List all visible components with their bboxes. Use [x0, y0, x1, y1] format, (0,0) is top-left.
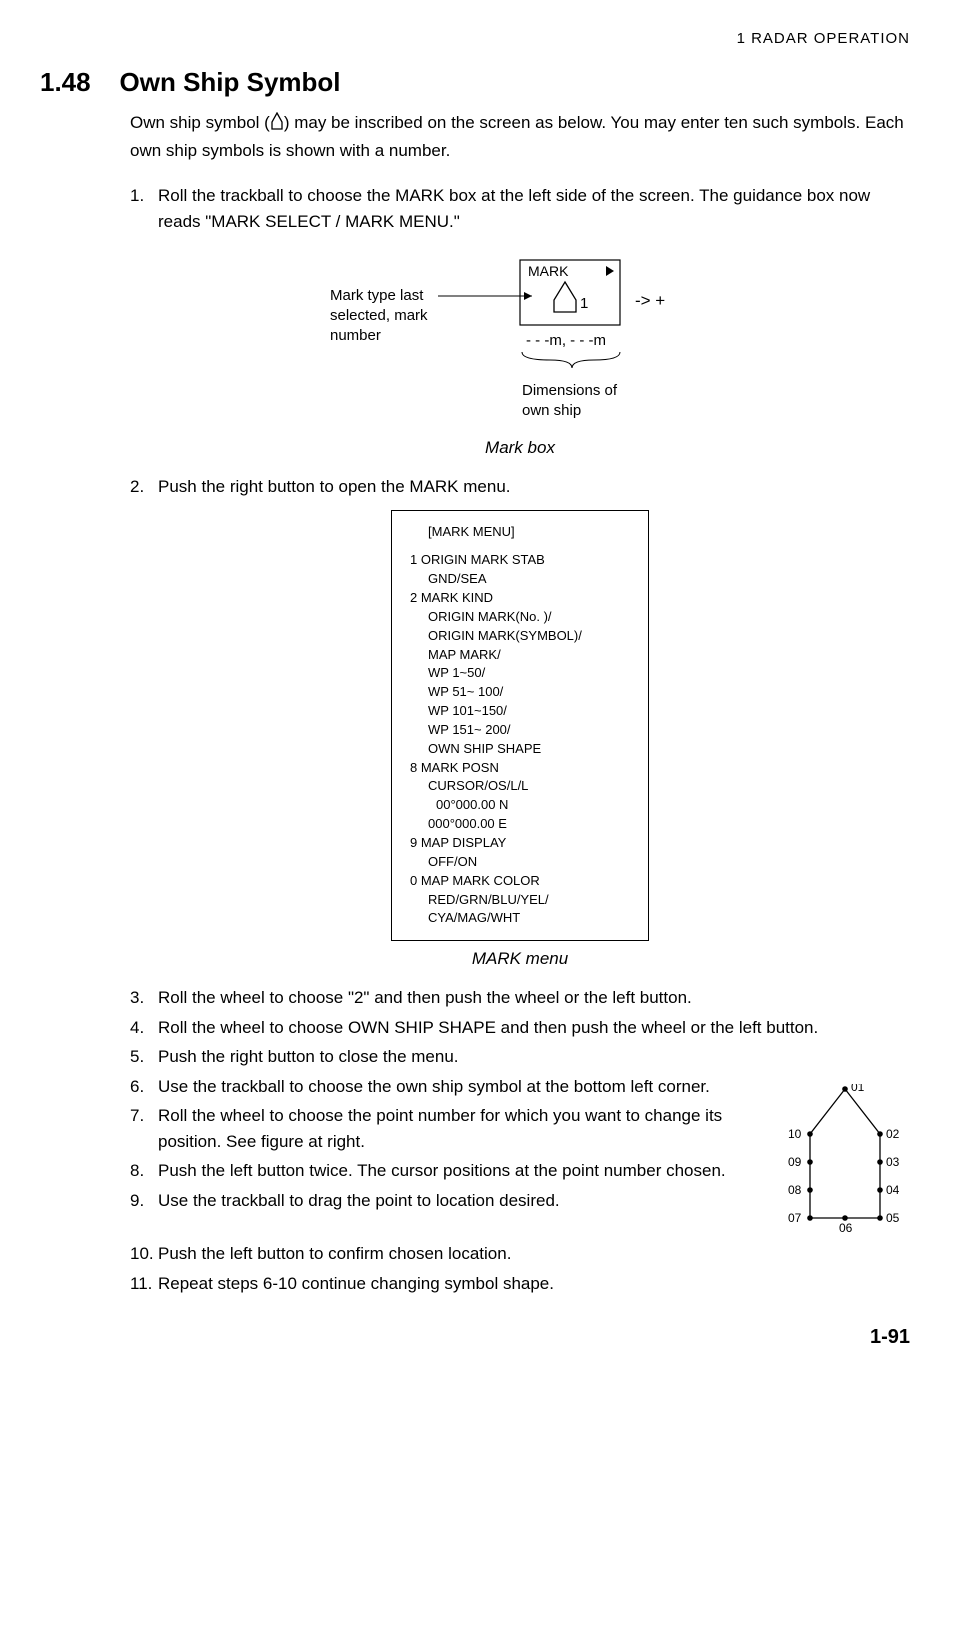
menu-line: WP 101~150/ [410, 702, 630, 721]
step-2: 2. Push the right button to open the MAR… [130, 474, 910, 500]
step-9: 9. Use the trackball to drag the point t… [130, 1188, 780, 1214]
mark-menu-box: [MARK MENU] 1 ORIGIN MARK STABGND/SEA2 M… [391, 510, 649, 942]
markbox-num: 1 [580, 295, 588, 312]
step-text: Push the left button twice. The cursor p… [158, 1158, 780, 1184]
menu-line: OFF/ON [410, 853, 630, 872]
markbox-arrow-text: -> + [635, 291, 665, 310]
svg-text:07: 07 [788, 1211, 802, 1225]
menu-line: WP 151~ 200/ [410, 721, 630, 740]
step-10: 10. Push the left button to confirm chos… [130, 1241, 910, 1267]
menu-line: OWN SHIP SHAPE [410, 740, 630, 759]
step-number: 6. [130, 1074, 158, 1100]
step-text: Roll the wheel to choose the point numbe… [158, 1103, 780, 1154]
menu-line: MAP MARK/ [410, 646, 630, 665]
svg-text:04: 04 [886, 1183, 900, 1197]
page-number: 1-91 [40, 1326, 910, 1349]
menu-line: RED/GRN/BLU/YEL/ [410, 891, 630, 910]
menu-line: GND/SEA [410, 570, 630, 589]
section-title: 1.48 Own Ship Symbol [40, 67, 910, 98]
step-8: 8. Push the left button twice. The curso… [130, 1158, 780, 1184]
step-text: Roll the trackball to choose the MARK bo… [158, 183, 910, 234]
markbox-dims-label-1: Dimensions of [522, 382, 618, 399]
step-text: Roll the wheel to choose "2" and then pu… [158, 985, 910, 1011]
svg-text:09: 09 [788, 1155, 802, 1169]
menu-line: CURSOR/OS/L/L [410, 777, 630, 796]
svg-text:10: 10 [788, 1127, 802, 1141]
menu-line: 1 ORIGIN MARK STAB [410, 551, 630, 570]
step-1: 1. Roll the trackball to choose the MARK… [130, 183, 910, 234]
markbox-left-label-2: selected, mark [330, 307, 428, 324]
step-number: 5. [130, 1044, 158, 1070]
section-number: 1.48 [40, 67, 91, 97]
step-text: Roll the wheel to choose OWN SHIP SHAPE … [158, 1015, 910, 1041]
step-text: Push the left button to confirm chosen l… [158, 1241, 910, 1267]
svg-text:02: 02 [886, 1127, 900, 1141]
svg-text:03: 03 [886, 1155, 900, 1169]
step-number: 7. [130, 1103, 158, 1154]
step-4: 4. Roll the wheel to choose OWN SHIP SHA… [130, 1015, 910, 1041]
svg-text:06: 06 [839, 1221, 853, 1234]
markbox-dims-label-2: own ship [522, 402, 581, 419]
menu-caption: MARK menu [130, 949, 910, 969]
ship-icon [270, 112, 284, 138]
menu-line: ORIGIN MARK(No. )/ [410, 608, 630, 627]
markbox-left-label-3: number [330, 327, 381, 344]
menu-line: 00°000.00 N [410, 796, 630, 815]
step-number: 2. [130, 474, 158, 500]
step-3: 3. Roll the wheel to choose "2" and then… [130, 985, 910, 1011]
step-number: 3. [130, 985, 158, 1011]
markbox-title: MARK [528, 263, 569, 279]
step-number: 11. [130, 1271, 158, 1297]
menu-title: [MARK MENU] [410, 523, 630, 542]
menu-line: WP 1~50/ [410, 664, 630, 683]
menu-line: 000°000.00 E [410, 815, 630, 834]
markbox-caption: Mark box [130, 438, 910, 458]
section-heading: Own Ship Symbol [120, 67, 341, 97]
svg-text:05: 05 [886, 1211, 900, 1225]
markbox-dims: - - -m, - - -m [526, 332, 606, 349]
step-6: 6. Use the trackball to choose the own s… [130, 1074, 780, 1100]
menu-line: 9 MAP DISPLAY [410, 834, 630, 853]
step-11: 11. Repeat steps 6-10 continue changing … [130, 1271, 910, 1297]
menu-line: 2 MARK KIND [410, 589, 630, 608]
menu-line: 8 MARK POSN [410, 759, 630, 778]
step-5: 5. Push the right button to close the me… [130, 1044, 910, 1070]
svg-text:01: 01 [851, 1084, 865, 1094]
svg-text:08: 08 [788, 1183, 802, 1197]
menu-line: CYA/MAG/WHT [410, 909, 630, 928]
step-text: Use the trackball to drag the point to l… [158, 1188, 780, 1214]
intro-before: Own ship symbol ( [130, 113, 270, 132]
intro-paragraph: Own ship symbol () may be inscribed on t… [130, 110, 910, 163]
markbox-left-label-1: Mark type last [330, 287, 424, 304]
step-text: Push the right button to close the menu. [158, 1044, 910, 1070]
step-text: Use the trackball to choose the own ship… [158, 1074, 780, 1100]
step-number: 4. [130, 1015, 158, 1041]
triangle-icon [606, 266, 614, 276]
menu-line: 0 MAP MARK COLOR [410, 872, 630, 891]
step-text: Repeat steps 6-10 continue changing symb… [158, 1271, 910, 1297]
step-7: 7. Roll the wheel to choose the point nu… [130, 1103, 780, 1154]
ship-points-diagram: 01 02 03 04 05 06 07 08 09 10 [780, 1084, 910, 1242]
step-number: 10. [130, 1241, 158, 1267]
chapter-header: 1 RADAR OPERATION [40, 30, 910, 47]
step-number: 1. [130, 183, 158, 234]
markbox-diagram: Mark type last selected, mark number MAR… [130, 250, 910, 430]
menu-line: WP 51~ 100/ [410, 683, 630, 702]
step-text: Push the right button to open the MARK m… [158, 474, 910, 500]
menu-line: ORIGIN MARK(SYMBOL)/ [410, 627, 630, 646]
step-number: 8. [130, 1158, 158, 1184]
step-number: 9. [130, 1188, 158, 1214]
